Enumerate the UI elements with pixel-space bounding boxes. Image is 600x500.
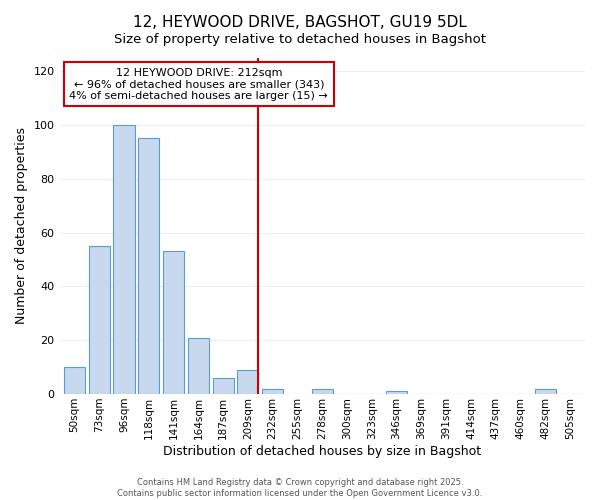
Bar — [188, 338, 209, 394]
Bar — [535, 388, 556, 394]
Bar — [138, 138, 160, 394]
X-axis label: Distribution of detached houses by size in Bagshot: Distribution of detached houses by size … — [163, 444, 481, 458]
Bar — [89, 246, 110, 394]
Bar — [113, 125, 134, 394]
Y-axis label: Number of detached properties: Number of detached properties — [15, 128, 28, 324]
Text: 12 HEYWOOD DRIVE: 212sqm
← 96% of detached houses are smaller (343)
4% of semi-d: 12 HEYWOOD DRIVE: 212sqm ← 96% of detach… — [70, 68, 328, 101]
Bar — [163, 252, 184, 394]
Bar — [386, 392, 407, 394]
Bar — [312, 388, 333, 394]
Bar — [64, 367, 85, 394]
Bar — [262, 388, 283, 394]
Bar — [212, 378, 233, 394]
Text: 12, HEYWOOD DRIVE, BAGSHOT, GU19 5DL: 12, HEYWOOD DRIVE, BAGSHOT, GU19 5DL — [133, 15, 467, 30]
Text: Size of property relative to detached houses in Bagshot: Size of property relative to detached ho… — [114, 32, 486, 46]
Text: Contains HM Land Registry data © Crown copyright and database right 2025.
Contai: Contains HM Land Registry data © Crown c… — [118, 478, 482, 498]
Bar — [238, 370, 259, 394]
